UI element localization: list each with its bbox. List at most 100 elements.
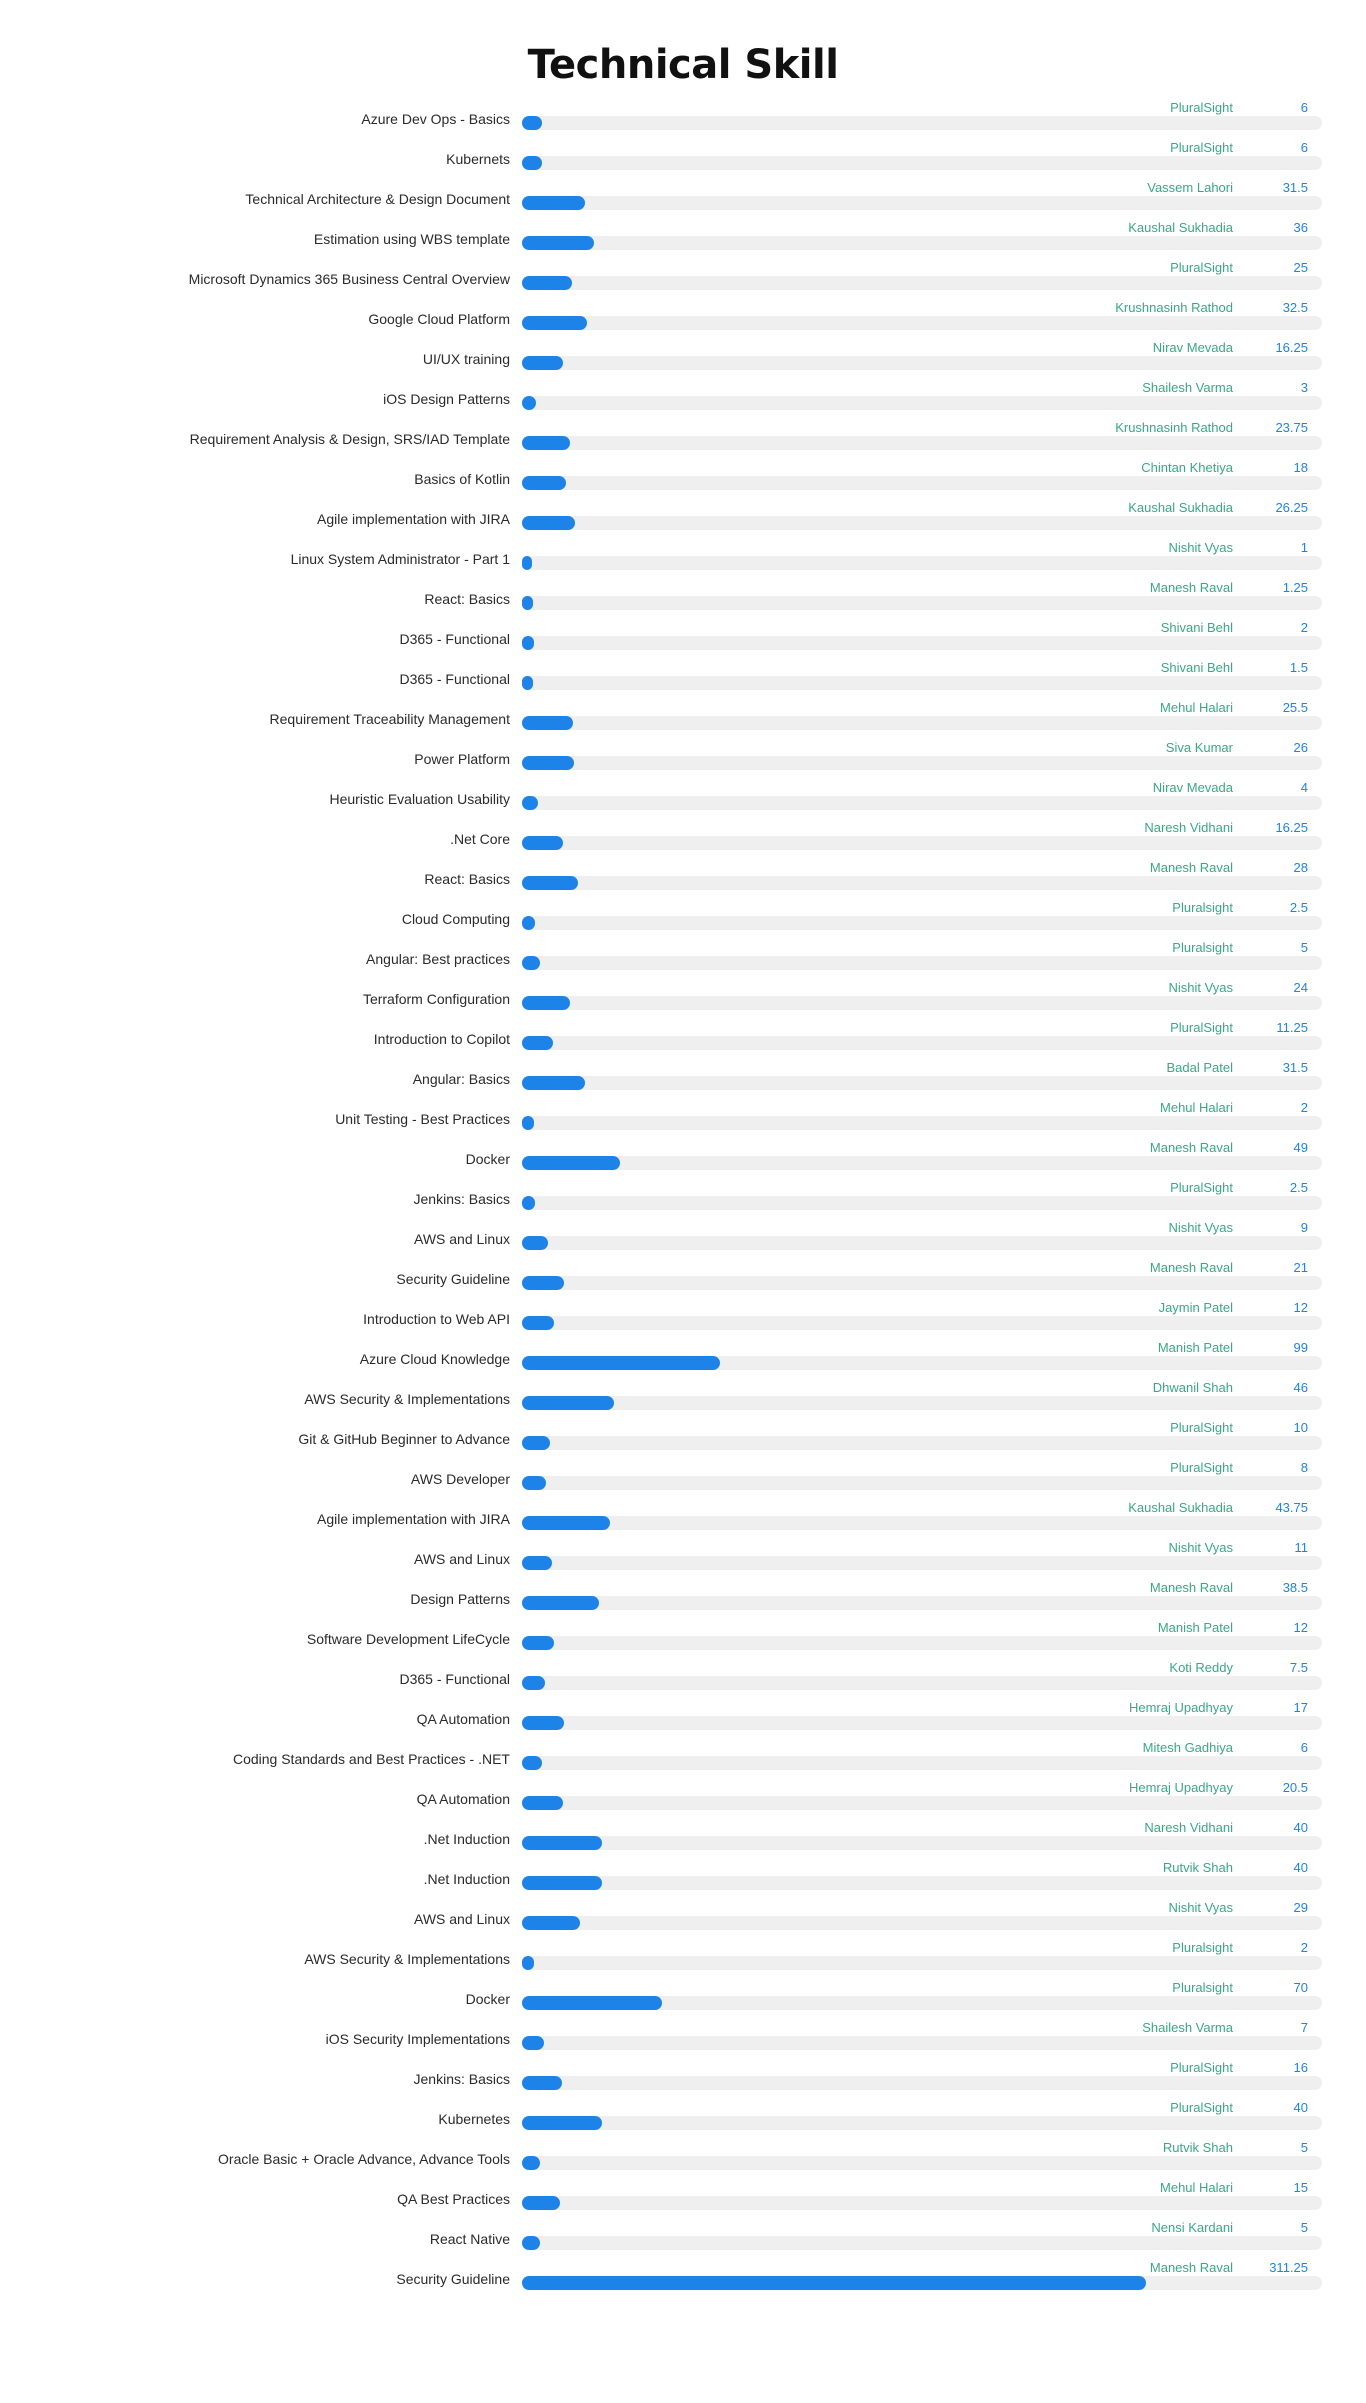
bar-track xyxy=(522,1036,1322,1050)
bar-track xyxy=(522,156,1322,170)
bar-row: .Net Induction Naresh Vidhani 40 xyxy=(0,1820,1366,1860)
bar xyxy=(522,2236,541,2250)
bar-label: QA Best Practices xyxy=(397,2191,510,2207)
bar-label: D365 - Functional xyxy=(399,1671,510,1687)
bar xyxy=(522,1556,553,1570)
bar xyxy=(522,1996,663,2010)
bar xyxy=(522,596,533,610)
value-label: 3 xyxy=(1300,380,1308,395)
bar-label: iOS Security Implementations xyxy=(325,2031,510,2047)
bar xyxy=(522,556,532,570)
trainer-label: Krushnasinh Rathod xyxy=(1115,420,1233,435)
value-label: 25 xyxy=(1293,260,1308,275)
bar-row: Jenkins: Basics PluralSight 16 xyxy=(0,2060,1366,2100)
trainer-label: Manish Patel xyxy=(1157,1340,1233,1355)
value-label: 28 xyxy=(1293,860,1308,875)
value-label: 49 xyxy=(1293,1140,1308,1155)
bar-track xyxy=(522,476,1322,490)
bar-row: React: Basics Manesh Raval 1.25 xyxy=(0,580,1366,620)
bar-row: Cloud Computing Pluralsight 2.5 xyxy=(0,900,1366,940)
bar-label: AWS Security & Implementations xyxy=(304,1391,510,1407)
bar-label: Agile implementation with JIRA xyxy=(317,511,510,527)
bar-label: Kubernets xyxy=(446,151,510,167)
bar-label: Introduction to Copilot xyxy=(373,1031,510,1047)
value-label: 32.5 xyxy=(1282,300,1308,315)
trainer-label: PluralSight xyxy=(1170,1020,1233,1035)
value-label: 18 xyxy=(1293,460,1308,475)
trainer-label: Vassem Lahori xyxy=(1147,180,1233,195)
trainer-label: Mehul Halari xyxy=(1160,2180,1233,2195)
trainer-label: Pluralsight xyxy=(1172,1980,1233,1995)
bar-row: .Net Core Naresh Vidhani 16.25 xyxy=(0,820,1366,860)
bar-track xyxy=(522,436,1322,450)
value-label: 25.5 xyxy=(1282,700,1308,715)
trainer-label: Manesh Raval xyxy=(1149,2260,1233,2275)
bar-row: Heuristic Evaluation Usability Nirav Meva… xyxy=(0,780,1366,820)
bar xyxy=(522,916,535,930)
trainer-label: Manesh Raval xyxy=(1149,1580,1233,1595)
bar-track xyxy=(522,676,1322,690)
value-label: 21 xyxy=(1293,1260,1308,1275)
bar xyxy=(522,1276,565,1290)
bar-track xyxy=(522,956,1322,970)
bar-track xyxy=(522,556,1322,570)
bar-track xyxy=(522,1836,1322,1850)
bar-track xyxy=(522,876,1322,890)
bar-label: Docker xyxy=(465,1151,510,1167)
bar-track xyxy=(522,1196,1322,1210)
bar-track xyxy=(522,1876,1322,1890)
bar-row: AWS Developer PluralSight 8 xyxy=(0,1460,1366,1500)
bar-row: QA Automation Hemraj Upadhyay 20.5 xyxy=(0,1780,1366,1820)
value-label: 16 xyxy=(1293,2060,1308,2075)
bar xyxy=(522,1876,603,1890)
bar-track xyxy=(522,276,1322,290)
bar-track xyxy=(522,1156,1322,1170)
bar-track xyxy=(522,1956,1322,1970)
bar-label: Oracle Basic + Oracle Advance, Advance T… xyxy=(218,2151,510,2167)
bar-label: Unit Testing - Best Practices xyxy=(335,1111,510,1127)
bar-label: AWS Security & Implementations xyxy=(304,1951,510,1967)
value-label: 40 xyxy=(1293,1820,1308,1835)
bar-track xyxy=(522,636,1322,650)
bar-row: .Net Induction Rutvik Shah 40 xyxy=(0,1860,1366,1900)
bar-track xyxy=(522,596,1322,610)
bar-row: Angular: Best practices Pluralsight 5 xyxy=(0,940,1366,980)
trainer-label: Nensi Kardani xyxy=(1151,2220,1233,2235)
bar-label: Jenkins: Basics xyxy=(413,1191,510,1207)
trainer-label: Manish Patel xyxy=(1157,1620,1233,1635)
trainer-label: Nirav Mevada xyxy=(1152,340,1233,355)
bar-track xyxy=(522,1316,1322,1330)
bar-track xyxy=(522,1556,1322,1570)
trainer-label: Manesh Raval xyxy=(1149,860,1233,875)
bar-row: Jenkins: Basics PluralSight 2.5 xyxy=(0,1180,1366,1220)
bar xyxy=(522,796,539,810)
bar-label: AWS and Linux xyxy=(414,1231,510,1247)
bar-track xyxy=(522,516,1322,530)
trainer-label: Krushnasinh Rathod xyxy=(1115,300,1233,315)
trainer-label: Nishit Vyas xyxy=(1168,1540,1233,1555)
bar xyxy=(522,1116,534,1130)
bar xyxy=(522,1756,543,1770)
bar-row: Git & GitHub Beginner to Advance PluralSi… xyxy=(0,1420,1366,1460)
bar-label: React: Basics xyxy=(424,591,510,607)
bar-label: Heuristic Evaluation Usability xyxy=(329,791,510,807)
bar-label: Security Guideline xyxy=(396,2271,510,2287)
bar-row: Terraform Configuration Nishit Vyas 24 xyxy=(0,980,1366,1020)
trainer-label: Kaushal Sukhadia xyxy=(1128,220,1233,235)
trainer-label: Manesh Raval xyxy=(1149,580,1233,595)
value-label: 8 xyxy=(1300,1460,1308,1475)
bar-label: Google Cloud Platform xyxy=(368,311,510,327)
bar-label: Technical Architecture & Design Document xyxy=(245,191,510,207)
trainer-label: Naresh Vidhani xyxy=(1144,1820,1233,1835)
bar-track xyxy=(522,2156,1322,2170)
value-label: 9 xyxy=(1300,1220,1308,1235)
bar-label: .Net Induction xyxy=(423,1831,510,1847)
bar-track xyxy=(522,1476,1322,1490)
bar-row: D365 - Functional Koti Reddy 7.5 xyxy=(0,1660,1366,1700)
trainer-label: PluralSight xyxy=(1170,260,1233,275)
trainer-label: Rutvik Shah xyxy=(1162,1860,1233,1875)
bar-row: QA Best Practices Mehul Halari 15 xyxy=(0,2180,1366,2220)
bar xyxy=(522,1716,565,1730)
bar-row: Docker Manesh Raval 49 xyxy=(0,1140,1366,1180)
bar-track xyxy=(522,356,1322,370)
